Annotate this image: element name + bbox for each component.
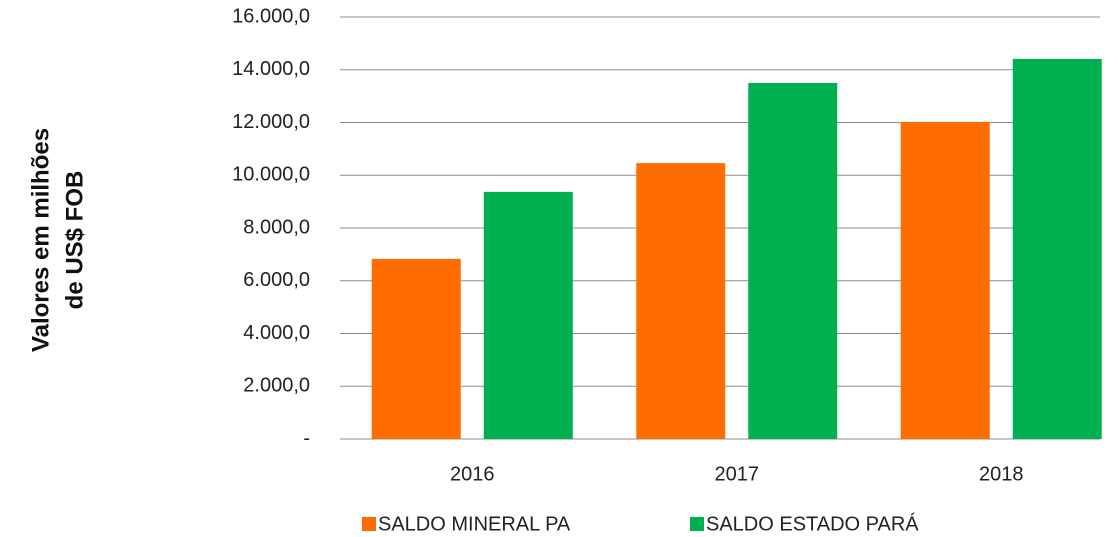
y-tick-label: 8.000,0 xyxy=(243,216,310,238)
y-tick-label: 12.000,0 xyxy=(232,111,310,133)
legend-swatch xyxy=(362,517,376,531)
x-tick-label: 2017 xyxy=(715,463,760,485)
bar xyxy=(371,258,461,439)
x-tick-label: 2018 xyxy=(979,463,1024,485)
bar xyxy=(900,121,990,439)
y-tick-label: 10.000,0 xyxy=(232,164,310,186)
bar xyxy=(1012,58,1102,439)
legend-label: SALDO ESTADO PARÁ xyxy=(706,512,919,535)
legend-label: SALDO MINERAL PA xyxy=(378,513,571,535)
y-tick-label: 6.000,0 xyxy=(243,269,310,291)
y-axis-title-line: de US$ FOB xyxy=(61,171,88,310)
x-tick-label: 2016 xyxy=(450,463,495,485)
y-tick-label: 4.000,0 xyxy=(243,322,310,344)
legend-swatch xyxy=(690,517,704,531)
y-tick-label: 14.000,0 xyxy=(232,58,310,80)
y-axis-title-line: Valores em milhões xyxy=(27,128,54,352)
bar xyxy=(636,163,726,439)
y-tick-label: 16.000,0 xyxy=(232,5,310,27)
y-tick-label: - xyxy=(303,427,310,449)
bar xyxy=(483,191,573,439)
bar xyxy=(748,82,838,439)
y-tick-label: 2.000,0 xyxy=(243,375,310,397)
y-axis-title: Valores em milhões de US$ FOB xyxy=(27,128,88,352)
